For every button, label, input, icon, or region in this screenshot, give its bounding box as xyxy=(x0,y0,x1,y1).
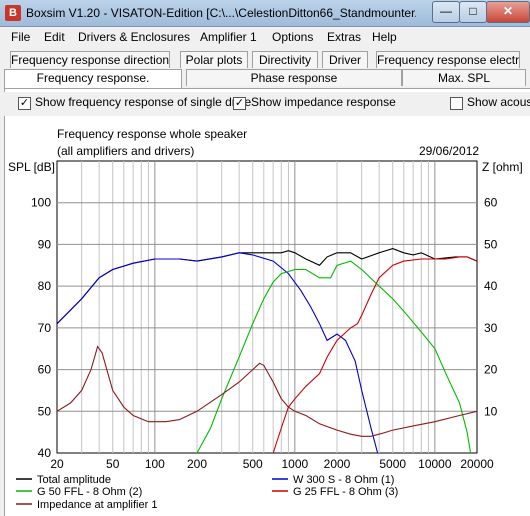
series-line-5 xyxy=(56,345,478,437)
tab-frequency-response[interactable]: Frequency response. xyxy=(4,69,182,88)
acoustic-label: Show acous xyxy=(467,95,530,109)
impedance-label: Show impedance response xyxy=(251,95,396,109)
tab-phase-response[interactable]: Phase response xyxy=(186,69,402,86)
tab-polar-plots[interactable]: Polar plots xyxy=(180,51,248,68)
y2-tick-label: 20 xyxy=(484,363,498,377)
x-tick-label: 5000 xyxy=(379,457,406,471)
chart-subtitle: (all amplifiers and drivers) xyxy=(57,144,195,158)
y2-tick-label: 50 xyxy=(484,237,498,251)
boxsim-app-icon: B xyxy=(5,5,21,21)
window-titlebar: B Boxsim V1.20 - VISATON-Edition [C:\...… xyxy=(0,0,530,27)
y-tick-label: 60 xyxy=(38,363,52,377)
y2-tick-label: 60 xyxy=(484,196,498,210)
x-tick-label: 100 xyxy=(145,457,165,471)
menu-help[interactable]: Help xyxy=(372,30,397,44)
y-tick-label: 50 xyxy=(38,404,52,418)
y-tick-label: 100 xyxy=(31,196,51,210)
close-button[interactable]: ✕ xyxy=(486,1,530,23)
x-tick-label: 200 xyxy=(187,457,207,471)
legend-label-4: G 25 FFL - 8 Ohm (3) xyxy=(293,486,398,498)
tab-driver[interactable]: Driver xyxy=(322,51,368,68)
legend-label-1: Total amplitude xyxy=(37,474,111,486)
y2-tick-label: 30 xyxy=(484,321,498,335)
x-tick-label: 50 xyxy=(106,457,120,471)
chart-date: 29/06/2012 xyxy=(419,144,480,158)
single-drive-label: Show frequency response of single drive xyxy=(35,95,252,109)
chart-title: Frequency response whole speaker xyxy=(57,127,248,141)
y2-tick-label: 10 xyxy=(484,404,498,418)
options-bar: ✓ Show frequency response of single driv… xyxy=(4,92,530,116)
tab-max-spl[interactable]: Max. SPL xyxy=(402,69,526,86)
menu-drivers-enclosures[interactable]: Drivers & Enclosures xyxy=(78,30,191,44)
x-tick-label: 2000 xyxy=(324,457,351,471)
tab-directivity[interactable]: Directivity xyxy=(252,51,318,68)
menu-file[interactable]: File xyxy=(11,30,31,44)
y-tick-label: 90 xyxy=(38,237,52,251)
y2-tick-label: 40 xyxy=(484,279,498,293)
acoustic-checkbox[interactable] xyxy=(450,97,463,110)
y-tick-label: 70 xyxy=(38,321,52,335)
y-tick-label: 40 xyxy=(38,446,52,460)
menu-edit[interactable]: Edit xyxy=(44,30,65,44)
x-tick-label: 20000 xyxy=(460,457,494,471)
tab-strip: Frequency response directions Polar plot… xyxy=(0,48,530,88)
minimize-button[interactable]: — xyxy=(432,1,460,23)
menu-options[interactable]: Options xyxy=(272,30,314,44)
menu-extras[interactable]: Extras xyxy=(327,30,362,44)
window-title: Boxsim V1.20 - VISATON-Edition [C:\...\C… xyxy=(26,6,416,20)
series-line-4 xyxy=(272,256,478,454)
x-tick-label: 500 xyxy=(243,457,263,471)
legend-label-5: Impedance at amplifier 1 xyxy=(37,499,157,511)
menu-bar: File Edit Drivers & Enclosures Amplifier… xyxy=(0,27,530,48)
x-tick-label: 10000 xyxy=(418,457,452,471)
series-line-2 xyxy=(56,252,379,454)
series-line-3 xyxy=(196,260,472,454)
x-tick-label: 1000 xyxy=(282,457,309,471)
y-tick-label: 80 xyxy=(38,279,52,293)
tab-frequency-response-electrical[interactable]: Frequency response electr... xyxy=(376,51,520,68)
menu-amplifier-1[interactable]: Amplifier 1 xyxy=(200,30,257,44)
y2-axis-label: Z [ohm] xyxy=(482,160,523,174)
tab-frequency-response-directions[interactable]: Frequency response directions xyxy=(10,51,170,68)
impedance-checkbox[interactable]: ✓ xyxy=(233,97,246,110)
y-axis-label: SPL [dB] xyxy=(8,160,55,174)
legend-label-3: G 50 FFL - 8 Ohm (2) xyxy=(37,486,142,498)
single-drive-checkbox[interactable]: ✓ xyxy=(18,97,31,110)
plot-area xyxy=(56,160,478,454)
legend-label-2: W 300 S - 8 Ohm (1) xyxy=(293,474,394,486)
x-tick-label: 20 xyxy=(50,457,64,471)
